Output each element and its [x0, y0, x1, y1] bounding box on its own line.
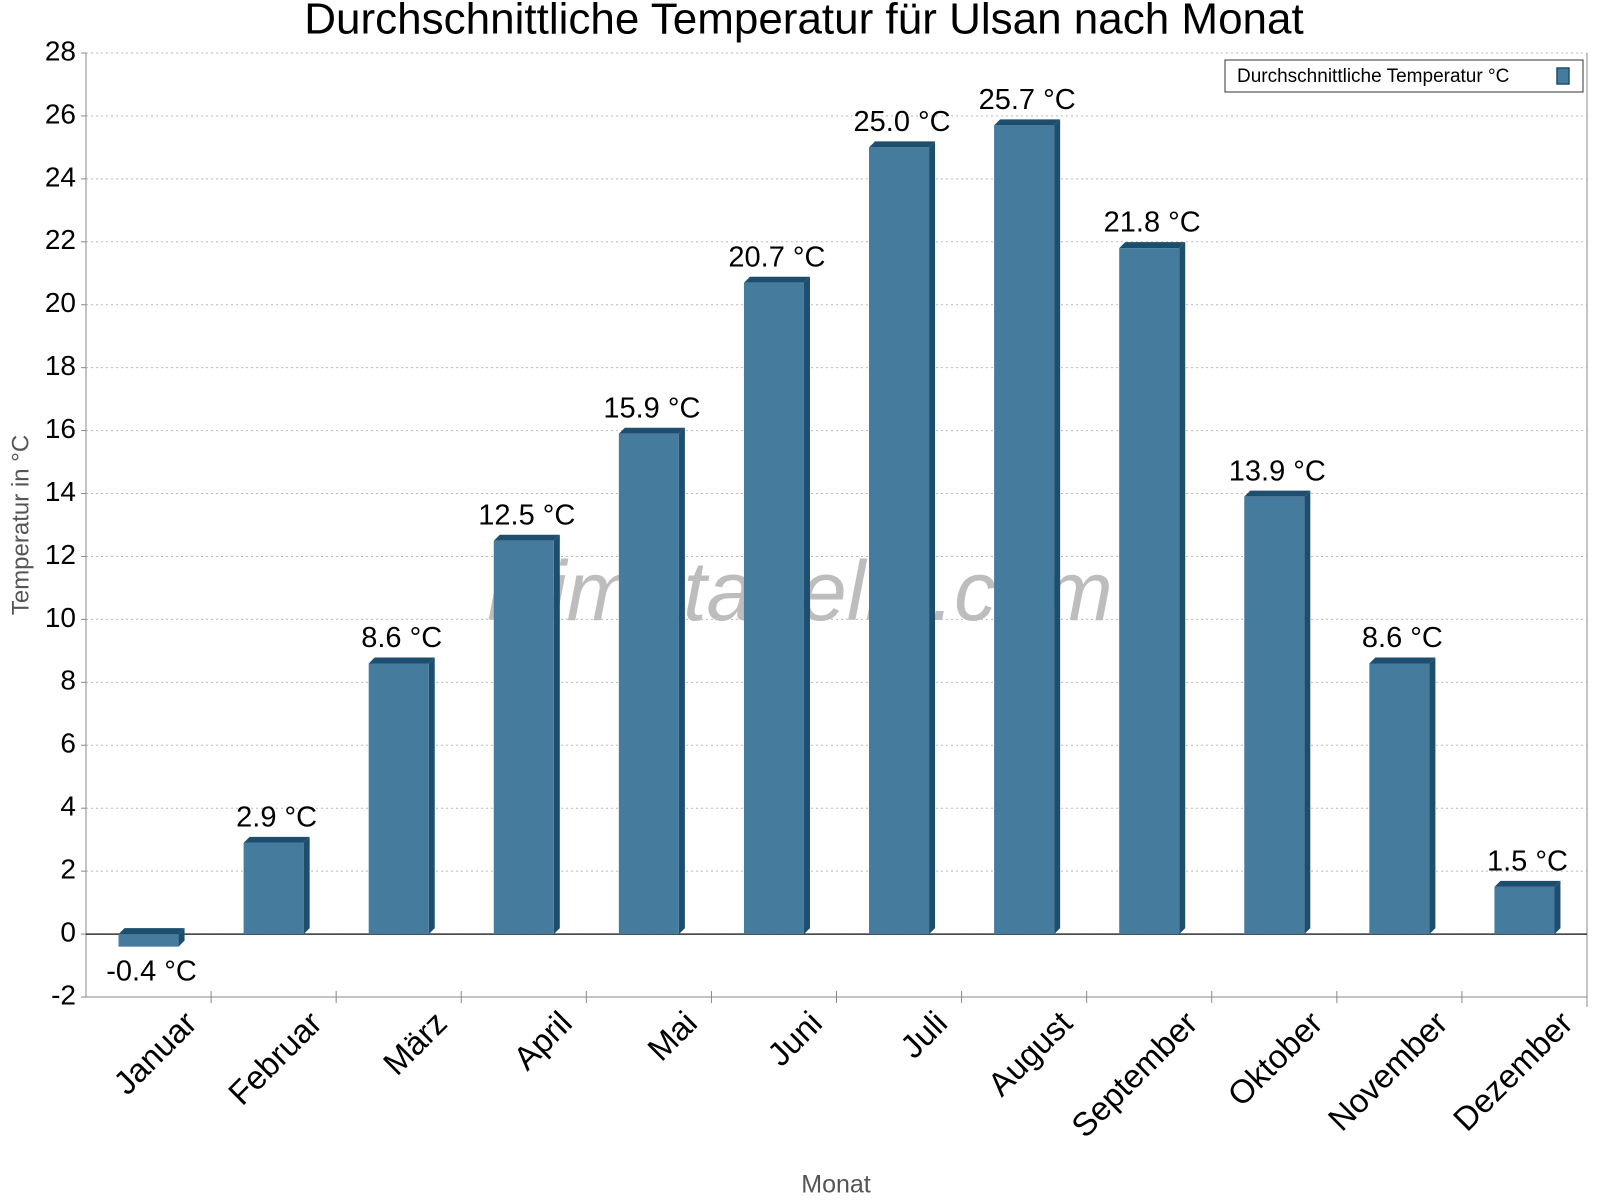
legend-label: Durchschnittliche Temperatur °C — [1237, 66, 1509, 87]
bar-side — [303, 836, 310, 935]
x-tick-label: Juni — [760, 1004, 829, 1073]
value-label: 25.7 °C — [979, 84, 1076, 116]
x-axis-title: Monat — [801, 1171, 871, 1199]
bar-top — [493, 534, 560, 541]
value-label: 2.9 °C — [236, 801, 317, 833]
bar-top — [1119, 242, 1186, 249]
y-tick-label: 26 — [45, 98, 76, 129]
bar — [243, 842, 304, 935]
bar-top — [743, 276, 810, 283]
bar-side — [1054, 119, 1061, 935]
y-tick-label: 20 — [45, 287, 76, 318]
value-label: 15.9 °C — [603, 392, 700, 424]
bar-top — [243, 836, 310, 843]
value-label: 25.0 °C — [854, 106, 951, 138]
bar — [869, 147, 930, 935]
bar — [1244, 496, 1305, 935]
y-tick-label: 14 — [45, 476, 76, 507]
bar-side — [1179, 242, 1186, 935]
bar — [1119, 248, 1180, 935]
y-tick-label: 6 — [60, 728, 76, 759]
bar — [743, 282, 804, 935]
value-label: 13.9 °C — [1229, 455, 1326, 487]
y-tick-label: 8 — [60, 665, 76, 696]
value-label: 1.5 °C — [1487, 846, 1568, 878]
bar-side — [178, 928, 185, 947]
chart-title: Durchschnittliche Temperatur für Ulsan n… — [304, 0, 1303, 44]
bar-top — [368, 657, 435, 664]
bar — [1494, 886, 1555, 935]
bar-top — [618, 427, 685, 434]
y-tick-label: 0 — [60, 916, 76, 947]
y-tick-label: 16 — [45, 413, 76, 444]
y-tick-label: 22 — [45, 224, 76, 255]
bar-top — [1369, 657, 1436, 664]
y-tick-label: 18 — [45, 350, 76, 381]
bar-top — [994, 119, 1061, 126]
y-axis-title: Temperatur in °C — [7, 435, 34, 615]
value-label: -0.4 °C — [106, 955, 197, 987]
bar — [1369, 663, 1430, 935]
value-label: 8.6 °C — [361, 622, 442, 654]
y-tick-label: 2 — [60, 854, 76, 885]
bar — [618, 433, 679, 935]
x-tick-label: März — [376, 1004, 454, 1082]
bar — [118, 934, 179, 947]
value-label: 21.8 °C — [1104, 207, 1201, 239]
x-tick-label: September — [1064, 1004, 1204, 1144]
bar-top — [118, 928, 185, 935]
bar — [994, 125, 1055, 935]
bar-side — [803, 276, 810, 935]
bar-side — [929, 141, 936, 935]
x-tick-label: Februar — [221, 1004, 329, 1112]
y-tick-label: 24 — [45, 161, 76, 192]
bar-side — [428, 657, 435, 935]
legend-box — [1224, 59, 1584, 93]
y-tick-label: 10 — [45, 602, 76, 633]
bar-side — [678, 427, 685, 935]
x-tick-label: Januar — [106, 1004, 204, 1102]
value-label: 12.5 °C — [478, 499, 575, 531]
x-tick-label: November — [1321, 1004, 1455, 1138]
y-tick-label: -2 — [51, 979, 76, 1010]
bar-top — [1244, 490, 1311, 497]
bar-side — [1429, 657, 1436, 935]
y-tick-label: 12 — [45, 539, 76, 570]
x-tick-label: Mai — [640, 1004, 704, 1068]
bar-top — [869, 141, 936, 148]
x-tick-label: April — [506, 1004, 579, 1077]
x-tick-label: Dezember — [1446, 1004, 1580, 1138]
x-tick-label: Juli — [893, 1004, 954, 1065]
value-label: 20.7 °C — [728, 241, 825, 273]
y-tick-label: 28 — [45, 35, 76, 66]
x-tick-label: Oktober — [1220, 1004, 1329, 1113]
bar-side — [1554, 880, 1561, 935]
bar — [368, 663, 429, 935]
bar — [493, 540, 554, 935]
value-label: 8.6 °C — [1362, 622, 1443, 654]
legend-swatch — [1556, 67, 1570, 85]
bar-side — [1304, 490, 1311, 935]
bar-top — [1494, 880, 1561, 887]
y-tick-label: 4 — [60, 791, 76, 822]
x-tick-label: August — [980, 1004, 1079, 1103]
bar-side — [553, 534, 560, 935]
